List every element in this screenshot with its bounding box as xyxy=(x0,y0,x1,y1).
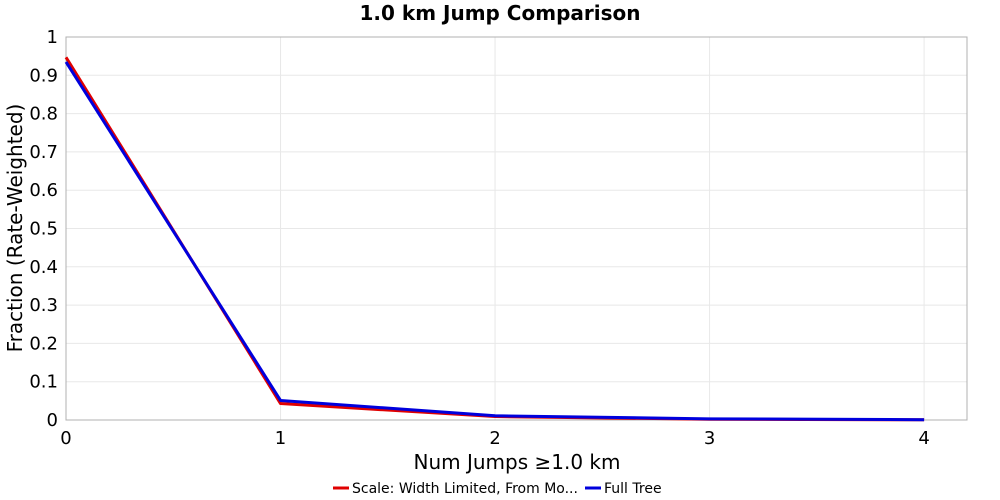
y-tick-label: 0.2 xyxy=(29,333,58,354)
x-tick-label: 0 xyxy=(60,428,71,449)
y-tick-label: 0.3 xyxy=(29,295,58,316)
legend-label: Scale: Width Limited, From Mo... xyxy=(352,481,578,497)
y-tick-label: 0.6 xyxy=(29,180,58,201)
x-tick-label: 2 xyxy=(489,428,500,449)
x-tick-label: 4 xyxy=(918,428,929,449)
x-tick-label: 1 xyxy=(275,428,286,449)
y-tick-label: 0.1 xyxy=(29,372,58,393)
chart-title: 1.0 km Jump Comparison xyxy=(360,1,641,25)
axis-ticks: 0 0.1 0.2 0.3 0.4 0.5 0.6 0.7 0.8 0.9 1 0 1 2 3 4 xyxy=(29,27,929,449)
y-tick-label: 0.7 xyxy=(29,142,58,163)
y-axis-label: Fraction (Rate-Weighted) xyxy=(3,104,27,353)
series-lines xyxy=(64,56,925,422)
x-axis-label: Num Jumps ≥1.0 km xyxy=(414,450,621,474)
y-tick-label: 0.5 xyxy=(29,219,58,240)
y-tick-label: 1 xyxy=(47,27,58,48)
y-tick-label: 0.9 xyxy=(29,65,58,86)
chart-legend: Scale: Width Limited, From Mo... Full Tre… xyxy=(333,481,662,497)
series-line-1 xyxy=(64,61,925,422)
plot-area xyxy=(65,36,968,421)
chart-grid xyxy=(65,36,967,421)
x-tick-label: 3 xyxy=(704,428,715,449)
legend-label: Full Tree xyxy=(604,481,662,497)
y-tick-label: 0 xyxy=(47,410,58,431)
y-tick-label: 0.8 xyxy=(29,104,58,125)
y-tick-label: 0.4 xyxy=(29,257,58,278)
